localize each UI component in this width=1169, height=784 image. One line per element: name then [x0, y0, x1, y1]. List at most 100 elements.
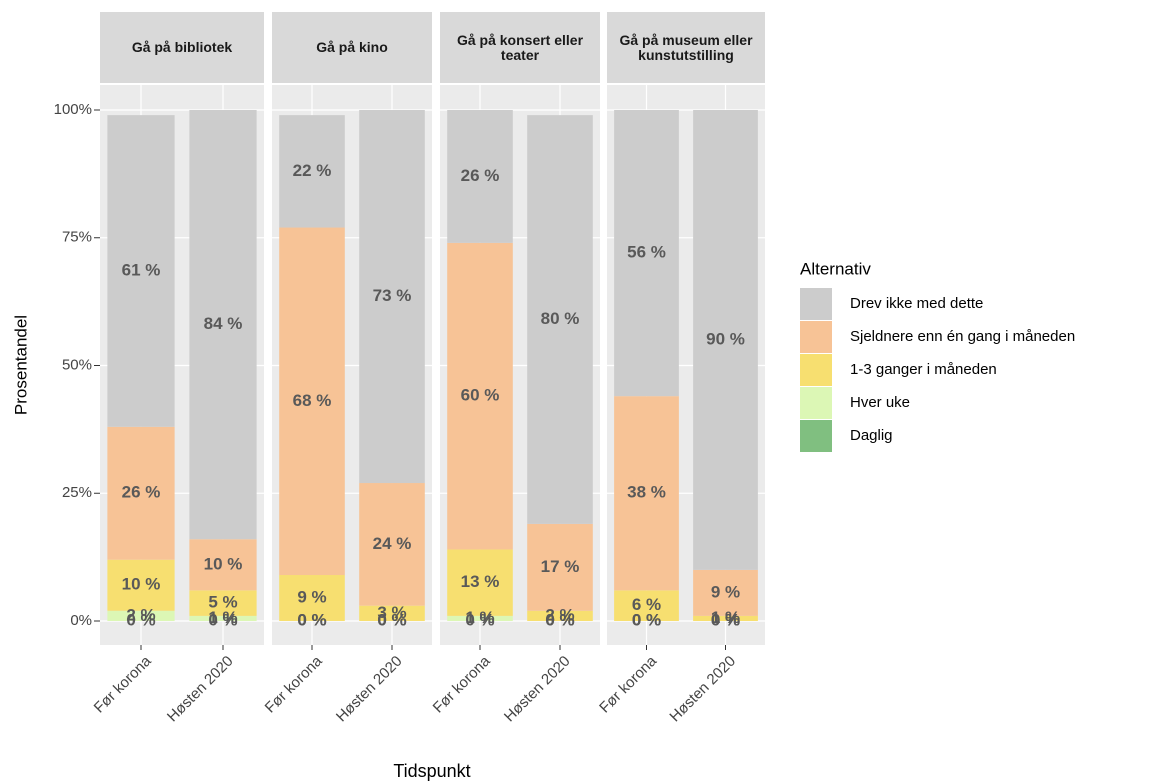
- x-tick-label: Før korona: [91, 652, 155, 716]
- value-label: 22 %: [293, 161, 332, 180]
- x-tick-label: Høsten 2020: [666, 653, 739, 726]
- bar-segment: [107, 426, 175, 560]
- x-tick-label: Før korona: [596, 652, 660, 716]
- strip-background: [272, 12, 432, 83]
- value-label: 1 %: [711, 608, 740, 627]
- x-tick-label: Høsten 2020: [164, 653, 237, 726]
- value-label: 9 %: [711, 582, 740, 601]
- value-label: 17 %: [541, 557, 580, 576]
- bar-segment: [447, 549, 513, 616]
- bar-segment: [107, 115, 175, 427]
- value-label: 0 %: [711, 610, 740, 629]
- legend-key: [800, 387, 832, 419]
- bar-segment: [527, 115, 593, 524]
- value-label: 1 %: [465, 608, 494, 627]
- legend-key: [800, 420, 832, 452]
- bar-segment: [359, 605, 425, 621]
- legend-label: Sjeldnere enn én gang i måneden: [850, 328, 1075, 345]
- value-label: 0 %: [632, 610, 661, 629]
- value-label: 2 %: [126, 605, 155, 624]
- value-label: 6 %: [632, 595, 661, 614]
- value-label: 2 %: [545, 605, 574, 624]
- value-label: 3 %: [377, 603, 406, 622]
- y-axis-label: Prosentandel: [11, 315, 30, 415]
- bar-segment: [614, 590, 679, 621]
- value-label: 9 %: [297, 587, 326, 606]
- bar-segment: [447, 615, 513, 621]
- bar-segment: [189, 110, 257, 540]
- value-label: 61 %: [122, 260, 161, 279]
- legend-key: [800, 354, 832, 386]
- bar-segment: [189, 539, 257, 591]
- bar-segment: [614, 110, 679, 397]
- legend-label: Drev ikke med dette: [850, 295, 983, 312]
- bar-segment: [279, 575, 345, 621]
- value-label: 0 %: [208, 610, 237, 629]
- x-tick-label: Før korona: [430, 652, 494, 716]
- value-label: 24 %: [373, 534, 412, 553]
- value-label: 0 %: [711, 610, 740, 629]
- facet-title: Gå på bibliotek: [131, 39, 233, 56]
- bar-segment: [189, 590, 257, 616]
- value-label: 10 %: [204, 554, 243, 573]
- strip-background: [100, 12, 264, 83]
- legend-key: [800, 321, 832, 353]
- legend-title: Alternativ: [800, 259, 871, 278]
- strip-background: [607, 12, 765, 83]
- bar-segment: [614, 396, 679, 591]
- strip: Gå på museum eller kunstutstilling: [619, 31, 753, 63]
- value-label: 68 %: [293, 391, 332, 410]
- value-label: 73 %: [373, 286, 412, 305]
- strip: Gå på bibliotek: [131, 39, 233, 56]
- value-label: 80 %: [541, 309, 580, 328]
- value-label: 1 %: [208, 608, 237, 627]
- value-label: 60 %: [461, 386, 500, 405]
- value-label: 0 %: [545, 610, 574, 629]
- strip: Gå på kino: [316, 39, 388, 56]
- y-tick-label: 25%: [62, 484, 92, 501]
- bar-segment: [447, 110, 513, 243]
- value-label: 26 %: [461, 166, 500, 185]
- facet-title: Gå på kino: [316, 39, 388, 56]
- y-tick-label: 0%: [70, 612, 92, 629]
- bar-segment: [107, 610, 175, 621]
- facet-title: Gå på konsert eller teater: [456, 31, 584, 63]
- strip: Gå på konsert eller teater: [456, 31, 584, 63]
- bar-segment: [527, 523, 593, 611]
- x-tick-label: Høsten 2020: [501, 653, 574, 726]
- value-label: 0 %: [545, 610, 574, 629]
- bar-segment: [279, 115, 345, 228]
- bar-segment: [189, 615, 257, 621]
- value-label: 10 %: [122, 575, 161, 594]
- bar-segment: [279, 227, 345, 576]
- value-label: 5 %: [208, 593, 237, 612]
- bar-segment: [359, 483, 425, 606]
- value-label: 56 %: [627, 243, 666, 262]
- value-label: 0 %: [377, 610, 406, 629]
- y-tick-label: 100%: [54, 101, 92, 118]
- legend-label: Daglig: [850, 427, 893, 444]
- x-tick-label: Høsten 2020: [333, 653, 406, 726]
- value-label: 26 %: [122, 483, 161, 502]
- strip-background: [440, 12, 600, 83]
- value-label: 84 %: [204, 314, 243, 333]
- value-label: 0 %: [297, 610, 326, 629]
- legend-key: [800, 288, 832, 320]
- bar-segment: [693, 110, 758, 570]
- value-label: 0 %: [465, 610, 494, 629]
- legend-label: 1-3 ganger i måneden: [850, 361, 997, 378]
- facet-title: Gå på museum eller kunstutstilling: [619, 31, 753, 63]
- value-label: 13 %: [461, 572, 500, 591]
- bar-segment: [693, 569, 758, 616]
- x-tick-label: Før korona: [262, 652, 326, 716]
- value-label: 38 %: [627, 483, 666, 502]
- bar-segment: [359, 110, 425, 484]
- x-axis-label: Tidspunkt: [393, 761, 470, 781]
- y-tick-label: 75%: [62, 229, 92, 246]
- bar-segment: [693, 615, 758, 621]
- value-label: 0 %: [632, 610, 661, 629]
- legend-label: Hver uke: [850, 394, 910, 411]
- bar-segment: [107, 559, 175, 611]
- bar-segment: [447, 242, 513, 550]
